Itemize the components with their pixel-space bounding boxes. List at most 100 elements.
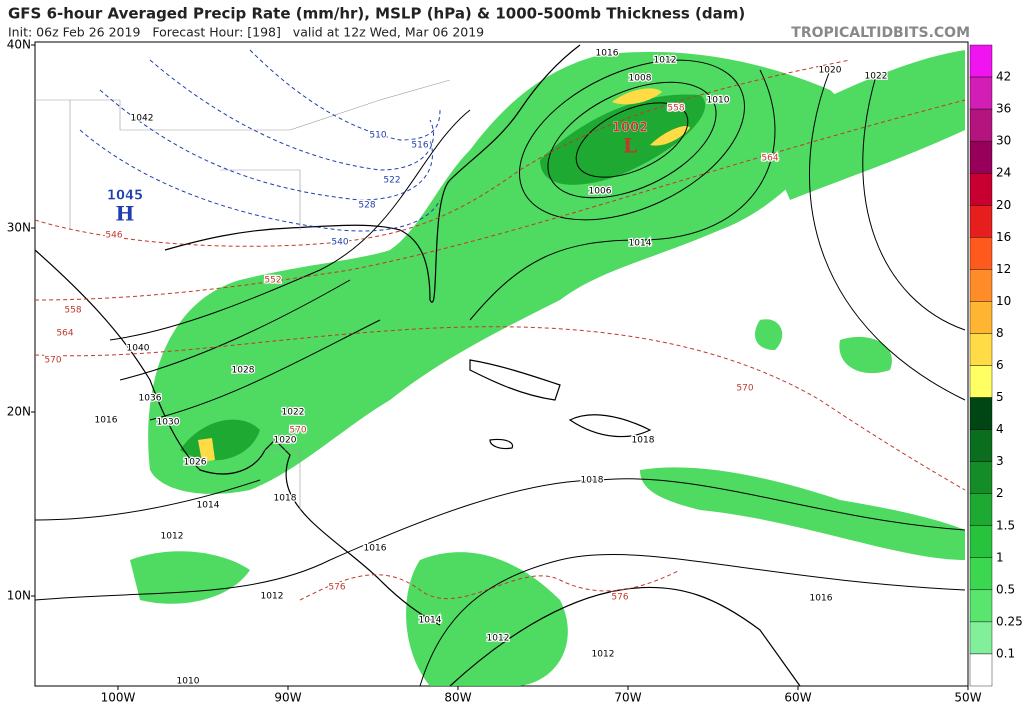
lon-label: 80W: [444, 691, 471, 705]
isobar-label: 1022: [865, 72, 888, 82]
thickness-label: 540: [331, 238, 348, 248]
site: TROPICALTIDBITS.COM: [791, 25, 970, 41]
lat-label: 10N: [7, 589, 31, 603]
isobar-label: 1016: [596, 49, 619, 59]
isobar-label: 1008: [629, 74, 652, 84]
colorbar-segment: [969, 269, 993, 302]
colorbar-segment: [969, 493, 993, 526]
isobars: [34, 59, 966, 687]
isobar-label: 1010: [177, 677, 200, 687]
colorbar-segment: [969, 108, 993, 142]
colorbar-label: 16: [996, 230, 1011, 244]
isobar-label: 1018: [632, 436, 655, 446]
colorbar-segment: [969, 365, 993, 398]
colorbar-segment: [969, 461, 993, 494]
isobar-label: 1012: [261, 592, 284, 602]
lon-label: 60W: [784, 691, 811, 705]
precip: [130, 50, 965, 686]
isobar-label: 1022: [282, 408, 305, 418]
isobar-label: 1040: [127, 344, 150, 354]
isobar-label: 1018: [274, 494, 297, 504]
colorbar-label: 5: [996, 390, 1004, 404]
colorbar-label: 10: [996, 294, 1011, 308]
colorbar-label: 42: [996, 70, 1011, 84]
colorbar-segment: [969, 525, 993, 558]
warm-thickness: [34, 59, 966, 601]
isobar-label: 1018: [581, 476, 604, 486]
lon-label: 100W: [101, 691, 136, 705]
colorbar-segment: [969, 333, 993, 366]
isobar-label: 1012: [161, 532, 184, 542]
colorbar: 42 36 30 24 20 16 12 10 8 6 5 4 3 2 1.5 1 0.5 0.25 0.1: [969, 44, 1023, 687]
isobar-label: 1012: [487, 634, 510, 644]
colorbar-label: 0.5: [996, 582, 1015, 596]
colorbar-label: 20: [996, 198, 1011, 212]
coastline: [34, 44, 801, 687]
center-symbol: H: [116, 202, 135, 226]
colorbar-label: 6: [996, 358, 1004, 372]
isobar-label: 1010: [707, 96, 730, 106]
isobar-label: 1026: [184, 458, 207, 468]
colorbar-segment: [969, 237, 993, 270]
thickness-label: 576: [328, 583, 345, 593]
colorbar-segment: [969, 172, 993, 206]
isobar-label: 1028: [232, 366, 255, 376]
colorbar-label: 1: [996, 550, 1004, 564]
isobar-label: 1030: [157, 418, 180, 428]
colorbar-segment: [969, 140, 993, 174]
lon-label: 90W: [274, 691, 301, 705]
colorbar-segment: [969, 621, 993, 655]
center-symbol: L: [623, 134, 637, 158]
isobar-label: 1020: [819, 66, 842, 76]
axes: 40N 30N 20N 10N 100W 90W 80W 70W 60W 50W: [7, 38, 982, 705]
colorbar-label: 0.1: [996, 646, 1015, 660]
thickness-label: 546: [105, 231, 122, 241]
lat-label: 30N: [7, 221, 31, 235]
colorbar-label: 12: [996, 262, 1011, 276]
colorbar-label: 24: [996, 166, 1011, 180]
thickness-label: 564: [56, 329, 73, 339]
isobar-label: 1016: [364, 544, 387, 554]
thickness-label: 576: [611, 593, 628, 603]
lat-label: 40N: [7, 38, 31, 52]
colorbar-segment: [969, 589, 993, 623]
colorbar-label: 2: [996, 486, 1004, 500]
isobar-label: 1012: [654, 56, 677, 66]
isobar-label: 1012: [592, 650, 615, 660]
lon-label: 70W: [614, 691, 641, 705]
thickness-label: 558: [667, 104, 684, 114]
colorbar-segment: [969, 44, 993, 78]
colorbar-label: 3: [996, 454, 1004, 468]
colorbar-label: 4: [996, 422, 1004, 436]
colorbar-segment: [969, 397, 993, 430]
thickness-label: 510: [369, 131, 386, 141]
thickness-label: 564: [761, 154, 778, 164]
colorbar-segment: [969, 429, 993, 462]
isobar-label: 1014: [419, 616, 442, 626]
borders: [35, 79, 451, 510]
colorbar-segment: [969, 76, 993, 110]
subtitle: Init: 06z Feb 26 2019 Forecast Hour: [19…: [8, 25, 484, 40]
thickness-label: 522: [383, 176, 400, 186]
precip-max: [198, 88, 690, 462]
colorbar-segment: [969, 301, 993, 334]
thickness-label: 558: [64, 306, 81, 316]
center-pressure: 1045: [107, 189, 143, 204]
isobar-label: 1020: [274, 436, 297, 446]
thickness-label: 528: [358, 201, 375, 211]
lon-label: 50W: [954, 691, 981, 705]
isobar-label: 1014: [629, 239, 652, 249]
thickness-label: 570: [289, 426, 306, 436]
thickness-label: 570: [44, 356, 61, 366]
lat-label: 20N: [7, 405, 31, 419]
colorbar-label: 1.5: [996, 518, 1015, 532]
isobar-label: 1036: [139, 394, 162, 404]
isobar-label: 1016: [95, 416, 118, 426]
center-pressure: 1002: [612, 121, 648, 136]
isobar-label: 1016: [810, 594, 833, 604]
colorbar-segment: [969, 653, 993, 687]
isobar-label: 1006: [589, 187, 612, 197]
